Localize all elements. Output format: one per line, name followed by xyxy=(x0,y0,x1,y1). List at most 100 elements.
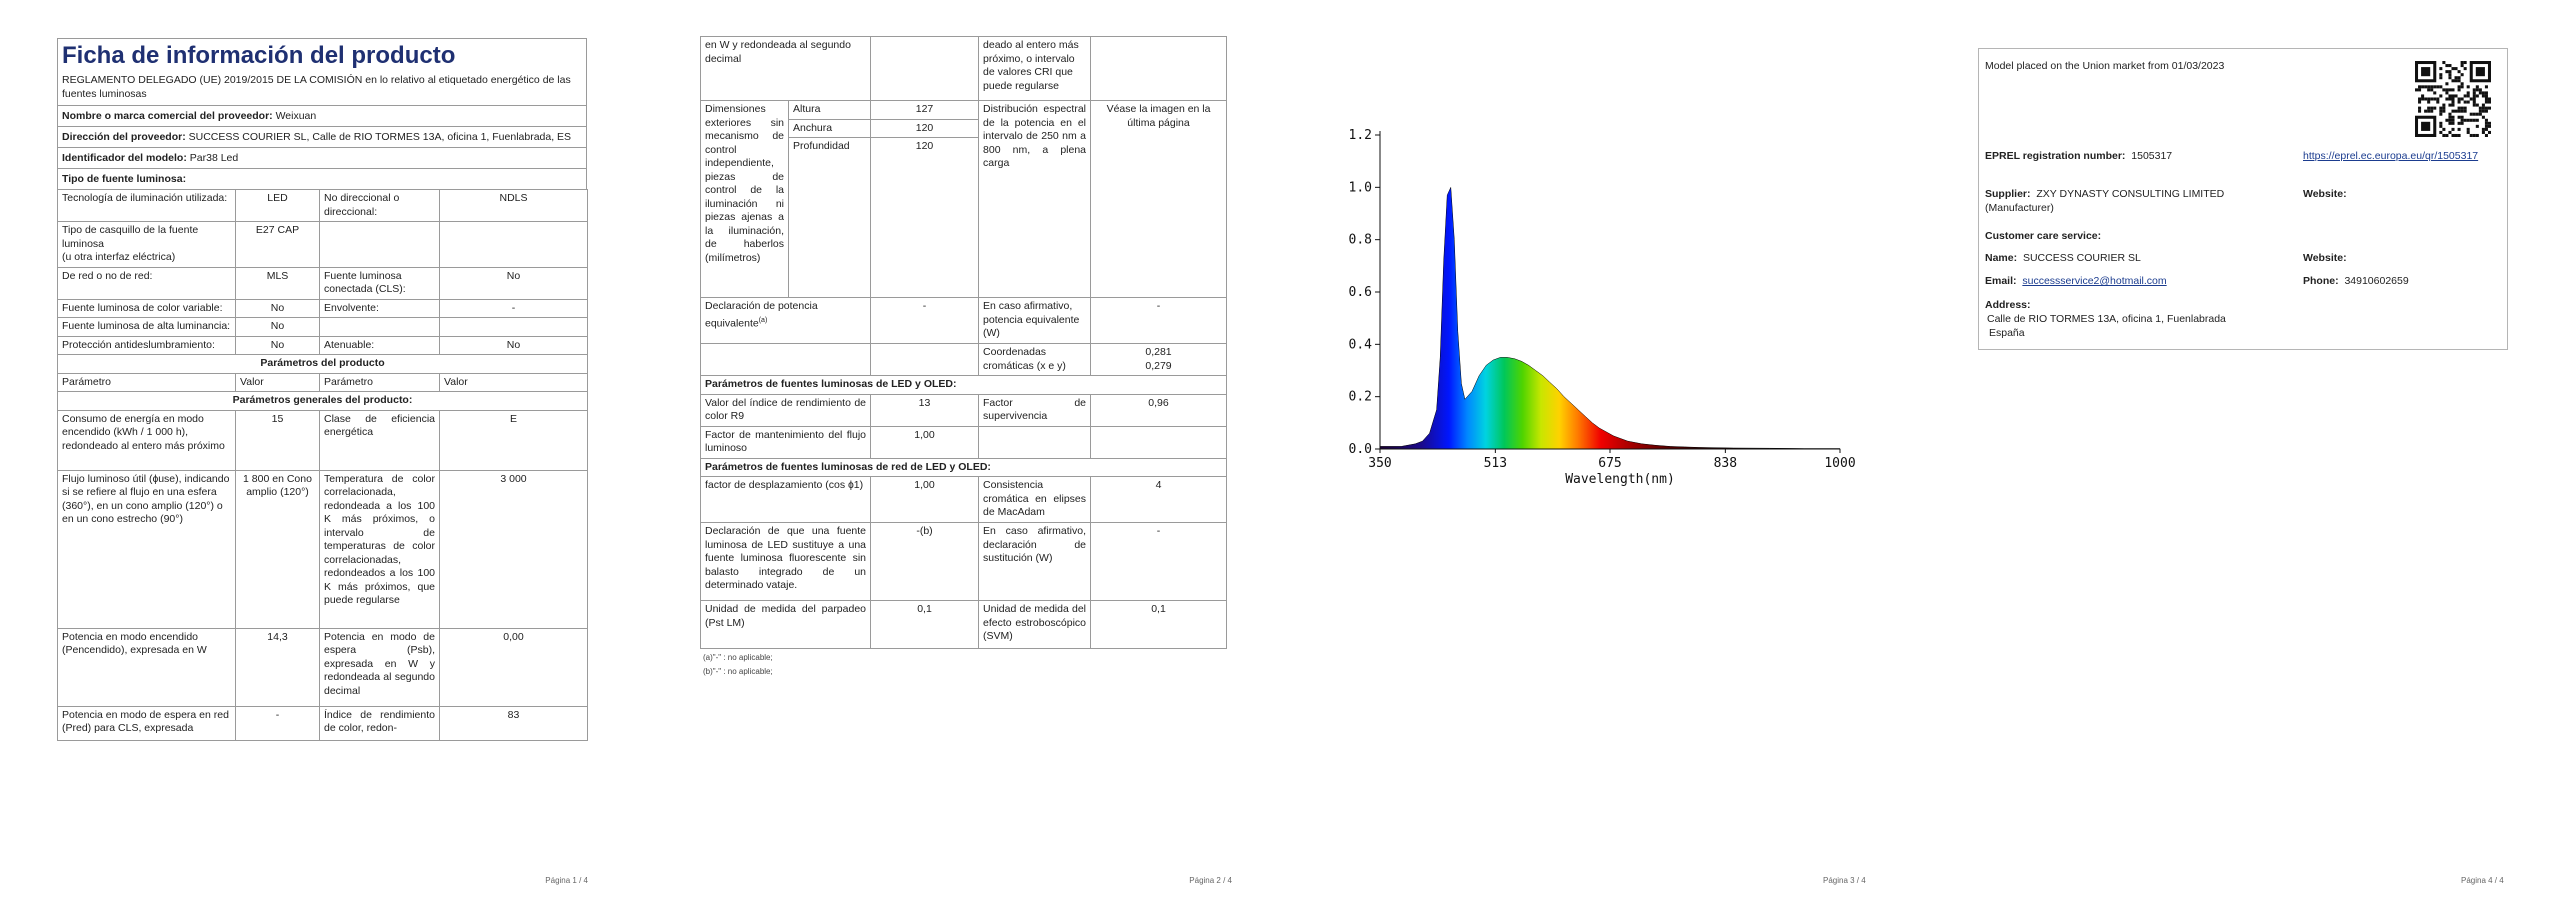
param-label: No direccional o direccional: xyxy=(319,189,440,222)
table-row: Potencia en modo encendido (Pencendido),… xyxy=(57,627,588,707)
table-cell xyxy=(1090,36,1228,101)
eprel-row: EPREL registration number: 1505317 xyxy=(1985,149,2172,163)
param-label: factor de desplazamiento (cos ɸ1) xyxy=(699,476,872,523)
page-3: 0.0 0.2 0.4 0.6 0.8 1.0 1.2 350 513 675 838 1000 Wa… xyxy=(1330,0,1890,905)
param-label: Consumo de energía en modo encendido (kW… xyxy=(57,409,236,471)
model-row: Identificador del modelo: Par38 Led xyxy=(58,148,586,169)
table-row: Factor de mantenimiento del flujo lumino… xyxy=(699,425,1228,459)
param-value: -(b) xyxy=(870,522,980,601)
param-label: Tecnología de iluminación utilizada: xyxy=(57,189,236,222)
x-tick-label: 838 xyxy=(1714,456,1737,471)
eprel-link-box: https://eprel.ec.europa.eu/qr/1505317 xyxy=(2303,149,2483,163)
param-value: 1 800 en Cono amplio (120°) xyxy=(235,469,320,629)
table-row: Tecnología de iluminación utilizada: LED N… xyxy=(57,189,588,222)
params-table-continued: en W y redondeada al segundo decimal dea… xyxy=(699,36,1228,649)
table-row: Unidad de medida del parpadeo (Pst LM) 0,… xyxy=(699,600,1228,649)
dim-name: Profundidad xyxy=(787,137,872,298)
equiv-value: - xyxy=(870,297,980,344)
supplier-value: ZXY DYNASTY CONSULTING LIMITED (Manufact… xyxy=(1985,188,2225,214)
param-label: Declaración de que una fuente luminosa d… xyxy=(699,522,872,601)
footnote: (b)"-" : no aplicable; xyxy=(703,667,773,676)
email-row: Email: successservice2@hotmail.com xyxy=(1985,274,2167,288)
param-label: Tipo de casquillo de la fuente luminosa(… xyxy=(57,221,236,268)
address-value: SUCCESS COURIER SL, Calle de RIO TORMES … xyxy=(188,131,572,143)
y-tick-label: 0.2 xyxy=(1349,390,1372,405)
eprel-link[interactable]: https://eprel.ec.europa.eu/qr/1505317 xyxy=(2303,150,2479,162)
param-value: 4 xyxy=(1090,476,1228,523)
mains-title: Parámetros de fuentes luminosas de red d… xyxy=(699,457,1228,477)
param-label: Protección antideslumbramiento: xyxy=(57,335,236,355)
table-cell: en W y redondeada al segundo decimal xyxy=(699,36,872,101)
param-value: MLS xyxy=(235,266,320,300)
params-header: Valor xyxy=(439,372,588,392)
supplier-row: Supplier: ZXY DYNASTY CONSULTING LIMITED… xyxy=(1985,187,2295,215)
param-value: 83 xyxy=(439,705,588,741)
page-footer: Página 2 / 4 xyxy=(1189,876,1232,885)
param-value xyxy=(439,221,588,268)
param-label: Potencia en modo de espera en red (Pred)… xyxy=(57,705,236,741)
params-header: Parámetro xyxy=(319,372,440,392)
y-tick-label: 0.0 xyxy=(1349,442,1372,457)
chroma-x: 0,281 xyxy=(1145,346,1172,358)
page-title: Ficha de información del producto xyxy=(62,42,456,69)
table-row: factor de desplazamiento (cos ɸ1) 1,00 Con… xyxy=(699,476,1228,523)
address-label-text: Address: xyxy=(1985,299,2031,311)
chroma-y: 0,279 xyxy=(1145,359,1172,372)
y-tick-label: 0.8 xyxy=(1349,233,1372,248)
qr-code-icon xyxy=(2415,61,2491,137)
param-value: 3 000 xyxy=(439,469,588,629)
param-label: Fuente luminosa de alta luminancia: xyxy=(57,317,236,337)
param-value: No xyxy=(439,266,588,300)
type-label: Tipo de fuente luminosa: xyxy=(62,173,187,185)
dim-value: 127 xyxy=(870,100,980,120)
param-label: Factor de supervivencia xyxy=(978,393,1092,427)
model-value: Par38 Led xyxy=(189,152,239,164)
footnote: (a)"-" : no aplicable; xyxy=(703,653,773,662)
equiv-label: Declaración de potencia equivalente xyxy=(705,300,818,329)
param-value: 0,96 xyxy=(1090,393,1228,427)
param-label: Potencia en modo de espera (Psb), expres… xyxy=(319,627,440,707)
param-value: 1,00 xyxy=(870,476,980,523)
table-row: Consumo de energía en modo encendido (kW… xyxy=(57,409,588,471)
param-value xyxy=(1090,425,1228,459)
param-label xyxy=(319,221,440,268)
customer-care-label: Customer care service: xyxy=(1985,229,2101,243)
website-2-label: Website: xyxy=(2303,251,2347,265)
phone-label: Phone: xyxy=(2303,275,2339,287)
table-row: Potencia en modo de espera en red (Pred)… xyxy=(57,705,588,741)
email-label: Email: xyxy=(1985,275,2017,287)
website-label: Website: xyxy=(2303,187,2347,201)
param-label: Clase de eficiencia energética xyxy=(319,409,440,471)
x-tick-label: 350 xyxy=(1368,456,1391,471)
email-link[interactable]: successservice2@hotmail.com xyxy=(2022,275,2167,287)
address-line-1: Calle de RIO TORMES 13A, oficina 1, Fuen… xyxy=(1987,313,2226,325)
phone-value: 34910602659 xyxy=(2344,275,2409,287)
params-header: Valor xyxy=(235,372,320,392)
dim-value: 120 xyxy=(870,137,980,298)
spectrum-area xyxy=(1379,187,1841,450)
param-label: Valor del índice de rendimiento de color… xyxy=(699,393,872,427)
page-footer: Página 1 / 4 xyxy=(545,876,588,885)
regulation-text: REGLAMENTO DELEGADO (UE) 2019/2015 DE LA… xyxy=(58,71,586,106)
customer-care-text: Customer care service: xyxy=(1985,230,2102,242)
dimensions-label: Dimensiones exteriores sin mecanismo de … xyxy=(700,100,789,298)
page-footer: Página 3 / 4 xyxy=(1823,876,1866,885)
supplier-label: Nombre o marca comercial del proveedor: xyxy=(62,110,273,122)
name-label: Name: xyxy=(1985,252,2018,264)
x-tick-label: 1000 xyxy=(1824,456,1855,471)
param-value: 14,3 xyxy=(235,627,320,707)
param-label: Envolvente: xyxy=(319,298,440,318)
website-2-label-text: Website: xyxy=(2303,252,2347,264)
param-value: - xyxy=(1090,522,1228,601)
param-label: Temperatura de color correlacionada, red… xyxy=(319,469,440,629)
eprel-label: EPREL registration number: xyxy=(1985,150,2126,162)
param-value: E xyxy=(439,409,588,471)
table-row: Fuente luminosa de alta luminancia: No xyxy=(57,317,588,337)
param-label xyxy=(319,317,440,337)
equiv-label-cell: Declaración de potencia equivalente(a) xyxy=(699,297,872,344)
footnotes: (a)"-" : no aplicable; (b)"-" : no aplic… xyxy=(700,651,1230,679)
address-label: Address: xyxy=(1985,298,2031,312)
param-label: Índice de rendimiento de color, redon- xyxy=(319,705,440,741)
param-label: Consistencia cromática en elipses de Mac… xyxy=(978,476,1092,523)
table-row: Flujo luminoso útil (ɸuse), indicando si… xyxy=(57,469,588,629)
